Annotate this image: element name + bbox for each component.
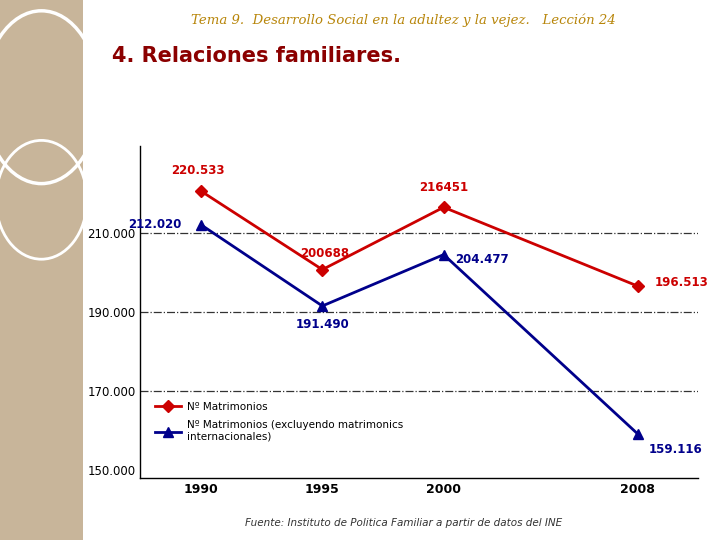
Text: Fuente: Instituto de Politica Familiar a partir de datos del INE: Fuente: Instituto de Politica Familiar a… [245,518,562,528]
Text: 159.116: 159.116 [649,443,703,456]
Text: 4. Relaciones familiares.: 4. Relaciones familiares. [112,46,400,66]
Text: 220.533: 220.533 [171,165,225,178]
Text: 191.490: 191.490 [295,318,349,331]
Legend: Nº Matrimonios, Nº Matrimonios (excluyendo matrimonics
internacionales): Nº Matrimonios, Nº Matrimonios (excluyen… [151,398,407,446]
Text: Tema 9.  Desarrollo Social en la adultez y la vejez.   Lección 24: Tema 9. Desarrollo Social en la adultez … [191,14,616,27]
Text: 216451: 216451 [419,180,468,194]
Text: 200688: 200688 [300,247,350,260]
Text: 196.513: 196.513 [654,276,708,289]
Text: 212.020: 212.020 [128,218,181,231]
Text: 204.477: 204.477 [455,253,508,266]
